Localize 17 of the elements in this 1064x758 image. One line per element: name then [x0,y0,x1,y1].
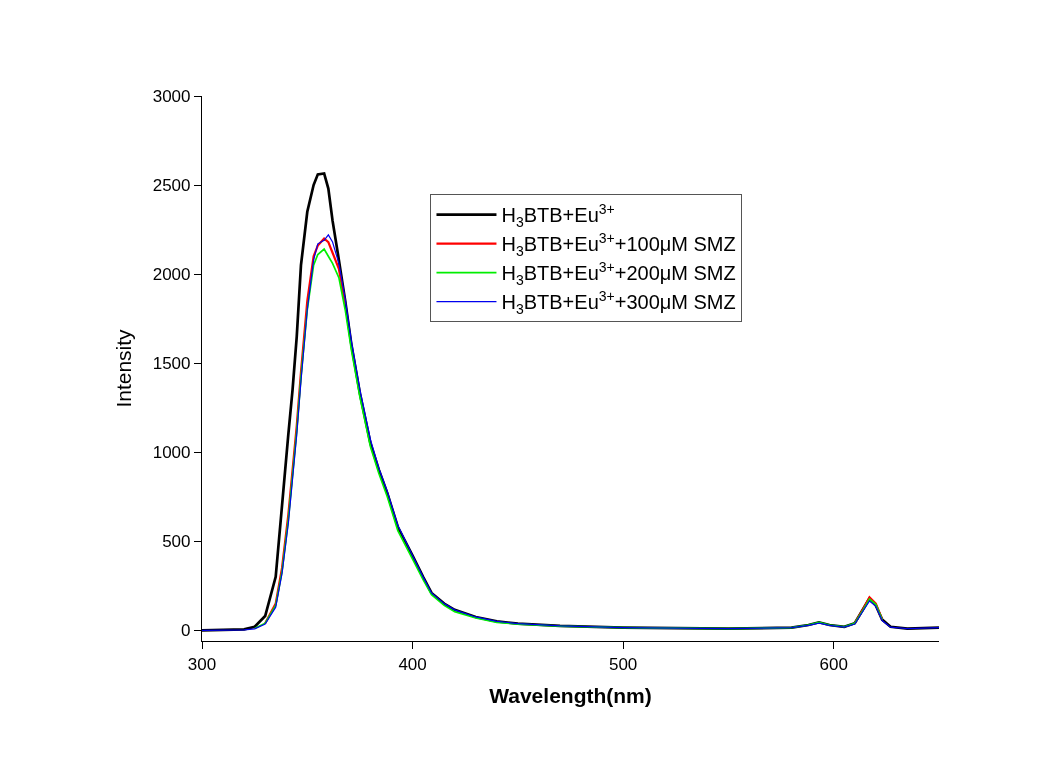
x-tick-label: 600 [819,654,848,674]
y-tick-label: 1000 [152,443,191,463]
y-tick-label: 1500 [152,354,191,374]
y-tick-label: 0 [181,621,191,641]
legend-label: H$_{3}$BTB+Eu$^{3+}$+300μM SMZ [501,288,736,317]
legend-label: H$_{3}$BTB+Eu$^{3+}$+100μM SMZ [501,230,736,259]
y-tick-label: 2500 [152,176,191,195]
y-tick-label: 2000 [152,265,191,285]
legend-label: H$_{3}$BTB+Eu$^{3+}$+200μM SMZ [501,259,736,288]
x-tick-label: 400 [398,654,427,674]
x-axis-title: Wavelength(nm) [489,683,652,707]
y-axis-title: Intensity [111,328,135,408]
x-tick-label: 300 [187,654,217,674]
x-tick-label: 500 [608,654,638,674]
y-tick-label: 500 [162,532,191,552]
legend-label: H$_{3}$BTB+Eu$^{3+}$ [501,201,615,230]
y-tick-label: 3000 [152,86,191,106]
